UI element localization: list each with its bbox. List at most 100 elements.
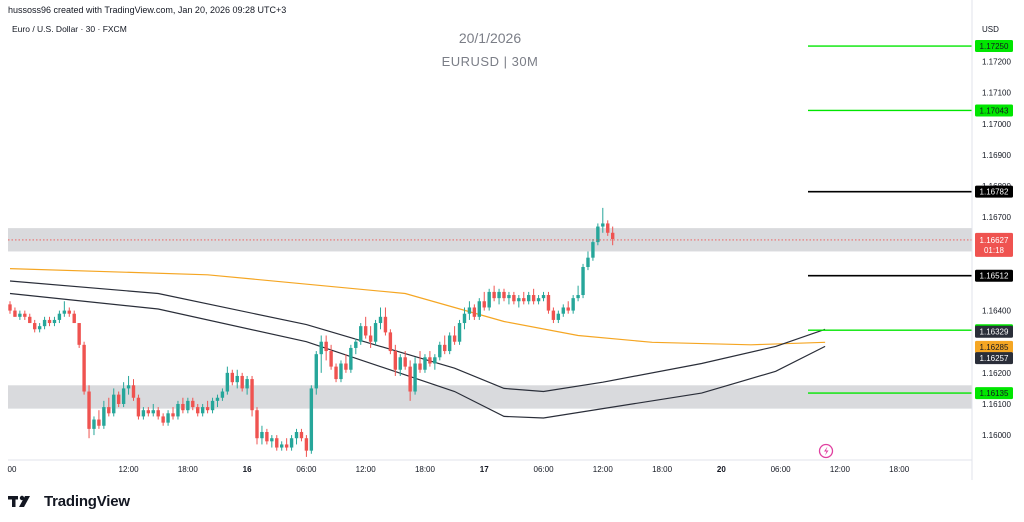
candle[interactable] (383, 307, 388, 336)
candle[interactable] (18, 310, 22, 320)
candle[interactable] (260, 425, 264, 445)
candle[interactable] (304, 435, 309, 457)
candle[interactable] (596, 223, 600, 246)
candle[interactable] (255, 407, 259, 445)
candle[interactable] (289, 435, 294, 451)
candle[interactable] (250, 375, 254, 417)
candle[interactable] (398, 354, 402, 376)
candle[interactable] (245, 375, 249, 395)
candle[interactable] (492, 285, 496, 302)
candle[interactable] (373, 319, 378, 345)
candle[interactable] (443, 335, 447, 355)
candle[interactable] (576, 285, 580, 302)
candle[interactable] (220, 388, 225, 401)
candle[interactable] (531, 288, 536, 305)
candle[interactable] (423, 354, 427, 373)
candle[interactable] (126, 375, 131, 395)
candle[interactable] (146, 407, 151, 417)
candle[interactable] (324, 335, 328, 361)
candle[interactable] (166, 410, 170, 426)
candle[interactable] (13, 307, 17, 317)
candle[interactable] (102, 400, 106, 429)
level-price-badge[interactable]: 1.16782 (975, 185, 1013, 198)
candle[interactable] (28, 313, 32, 324)
candle[interactable] (393, 344, 398, 376)
candle[interactable] (591, 239, 595, 261)
candle[interactable] (462, 307, 467, 330)
candle[interactable] (349, 344, 353, 373)
price-axis-currency[interactable]: USD (982, 25, 999, 34)
candle[interactable] (502, 288, 506, 302)
candle[interactable] (136, 394, 141, 420)
candle[interactable] (82, 341, 86, 395)
candle[interactable] (210, 397, 215, 414)
level-price-badge[interactable]: 1.17043 (975, 104, 1013, 117)
candle[interactable] (344, 354, 348, 373)
candle[interactable] (23, 310, 27, 320)
candle[interactable] (507, 291, 511, 305)
candle[interactable] (354, 338, 358, 355)
level-price-badge[interactable]: 1.16512 (975, 269, 1013, 282)
symbol-info[interactable]: Euro / U.S. Dollar · 30 · FXCM (12, 24, 127, 34)
candle[interactable] (581, 263, 585, 299)
candle[interactable] (225, 366, 230, 395)
candle[interactable] (299, 428, 304, 442)
candle[interactable] (151, 403, 155, 417)
candle[interactable] (240, 372, 244, 392)
candle[interactable] (131, 379, 136, 401)
candle[interactable] (388, 329, 393, 355)
candle[interactable] (47, 316, 52, 327)
candle[interactable] (428, 351, 432, 367)
candle[interactable] (121, 382, 126, 408)
time-axis[interactable]: 00 12:00 18:00 16 06:00 12:00 18:00 17 06:00 12:0… (8, 459, 972, 474)
candle[interactable] (171, 407, 175, 420)
alert-icon[interactable] (818, 443, 834, 459)
candle[interactable] (33, 319, 37, 333)
candle[interactable] (472, 304, 477, 320)
candle[interactable] (181, 397, 185, 414)
candle[interactable] (546, 291, 551, 314)
candle[interactable] (457, 319, 462, 345)
candle[interactable] (52, 316, 57, 327)
candle[interactable] (571, 295, 575, 314)
candle[interactable] (438, 341, 442, 361)
candle[interactable] (536, 295, 541, 305)
candle[interactable] (517, 295, 521, 308)
candle[interactable] (452, 326, 457, 345)
candle[interactable] (37, 323, 42, 333)
candle[interactable] (541, 291, 546, 302)
candle[interactable] (477, 298, 481, 320)
candle[interactable] (329, 344, 333, 370)
candle[interactable] (294, 428, 299, 445)
candle[interactable] (447, 332, 452, 355)
candle[interactable] (67, 307, 71, 317)
candle[interactable] (112, 388, 116, 417)
candle[interactable] (527, 291, 531, 305)
candle[interactable] (97, 410, 101, 429)
candle[interactable] (359, 323, 363, 345)
candle[interactable] (230, 369, 234, 386)
candle[interactable] (309, 385, 314, 454)
candle[interactable] (512, 291, 516, 305)
candle[interactable] (161, 413, 165, 426)
candle[interactable] (610, 226, 615, 246)
candle[interactable] (191, 397, 195, 411)
horizontal-levels[interactable] (8, 45, 972, 394)
candle[interactable] (235, 369, 239, 389)
candle[interactable] (408, 360, 412, 401)
candle[interactable] (205, 400, 210, 414)
candle[interactable] (482, 291, 486, 311)
candle[interactable] (413, 357, 417, 395)
candle[interactable] (487, 288, 491, 311)
candle[interactable] (556, 310, 561, 324)
candle[interactable] (280, 441, 284, 451)
candle[interactable] (314, 351, 318, 395)
candle[interactable] (497, 288, 501, 305)
candle[interactable] (200, 403, 205, 417)
candle[interactable] (116, 391, 121, 408)
candle[interactable] (339, 360, 343, 383)
candle[interactable] (586, 251, 590, 271)
candle[interactable] (606, 220, 610, 236)
candle[interactable] (418, 351, 422, 373)
